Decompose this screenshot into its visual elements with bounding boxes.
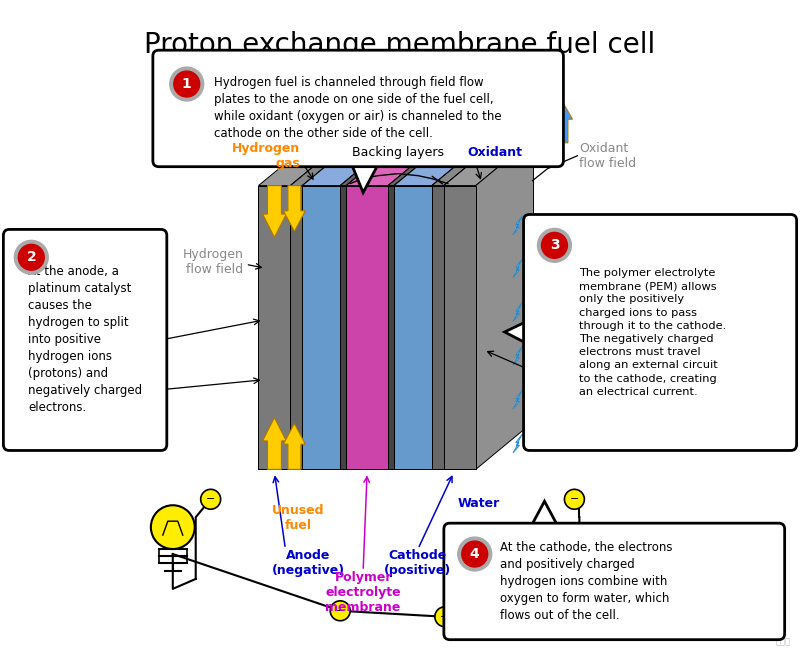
Polygon shape — [262, 418, 286, 470]
Text: −: − — [335, 606, 345, 616]
Polygon shape — [394, 138, 452, 470]
Polygon shape — [549, 371, 574, 403]
Text: Hydrogen
flow field: Hydrogen flow field — [182, 248, 243, 276]
Text: Backing layers: Backing layers — [352, 145, 444, 159]
Polygon shape — [513, 434, 522, 453]
Polygon shape — [258, 185, 290, 470]
Text: Oxidant: Oxidant — [468, 146, 522, 159]
Circle shape — [565, 489, 584, 509]
Circle shape — [170, 67, 204, 101]
Polygon shape — [432, 138, 502, 185]
FancyBboxPatch shape — [523, 214, 797, 451]
Text: 3: 3 — [550, 238, 559, 252]
Polygon shape — [530, 501, 559, 529]
Polygon shape — [346, 138, 404, 470]
FancyBboxPatch shape — [3, 229, 167, 451]
Polygon shape — [513, 390, 522, 409]
Polygon shape — [262, 185, 286, 237]
Polygon shape — [290, 185, 302, 470]
Circle shape — [18, 244, 44, 271]
Text: 1: 1 — [182, 77, 192, 91]
Polygon shape — [350, 160, 380, 193]
Polygon shape — [302, 185, 340, 470]
Circle shape — [201, 489, 221, 509]
Text: 2: 2 — [26, 250, 36, 265]
Polygon shape — [340, 185, 346, 470]
Polygon shape — [444, 185, 476, 470]
Polygon shape — [340, 185, 346, 470]
Polygon shape — [513, 259, 522, 278]
Polygon shape — [258, 185, 290, 470]
Text: Water: Water — [458, 497, 500, 510]
Text: Unused
fuel: Unused fuel — [272, 504, 325, 533]
FancyBboxPatch shape — [153, 50, 563, 166]
Polygon shape — [505, 320, 530, 345]
Text: −: − — [570, 495, 579, 504]
Polygon shape — [388, 185, 394, 470]
Text: At the anode, a
platinum catalyst
causes the
hydrogen to split
into positive
hyd: At the anode, a platinum catalyst causes… — [28, 265, 142, 415]
Polygon shape — [340, 138, 404, 185]
Polygon shape — [550, 100, 573, 143]
Text: −: − — [440, 612, 450, 622]
FancyBboxPatch shape — [444, 523, 785, 640]
Polygon shape — [513, 346, 522, 365]
Text: 图图网: 图图网 — [776, 637, 790, 646]
Circle shape — [538, 229, 571, 262]
Circle shape — [458, 537, 492, 571]
Polygon shape — [302, 138, 360, 470]
Polygon shape — [346, 185, 388, 470]
Polygon shape — [537, 374, 560, 422]
Polygon shape — [340, 138, 398, 470]
Polygon shape — [302, 138, 398, 185]
Polygon shape — [283, 424, 306, 470]
Circle shape — [435, 607, 455, 627]
Polygon shape — [290, 138, 360, 185]
Polygon shape — [394, 185, 432, 470]
Polygon shape — [532, 90, 555, 138]
Polygon shape — [444, 138, 534, 185]
Text: −: − — [206, 495, 215, 504]
Polygon shape — [388, 185, 394, 470]
Polygon shape — [290, 138, 348, 470]
Polygon shape — [290, 185, 302, 470]
Polygon shape — [283, 185, 306, 231]
Text: Polymer
electrolyte
membrane: Polymer electrolyte membrane — [326, 571, 401, 614]
Polygon shape — [258, 138, 348, 185]
Polygon shape — [346, 138, 446, 185]
Polygon shape — [394, 138, 490, 185]
Circle shape — [174, 71, 200, 97]
Polygon shape — [394, 185, 432, 470]
Circle shape — [14, 240, 48, 274]
Text: At the cathode, the electrons
and positively charged
hydrogen ions combine with
: At the cathode, the electrons and positi… — [500, 541, 672, 622]
Polygon shape — [432, 185, 444, 470]
Polygon shape — [346, 185, 388, 470]
Text: Anode
(negative): Anode (negative) — [272, 549, 345, 577]
Polygon shape — [388, 138, 452, 185]
Circle shape — [151, 505, 194, 549]
Polygon shape — [444, 185, 476, 470]
Polygon shape — [476, 138, 534, 470]
Circle shape — [462, 541, 488, 567]
Text: Proton exchange membrane fuel cell: Proton exchange membrane fuel cell — [144, 31, 656, 59]
Text: The polymer electrolyte
membrane (PEM) allows
only the positively
charged ions t: The polymer electrolyte membrane (PEM) a… — [579, 268, 726, 397]
Polygon shape — [388, 138, 446, 470]
Polygon shape — [444, 138, 502, 470]
Polygon shape — [432, 185, 444, 470]
Polygon shape — [513, 303, 522, 322]
Text: Hydrogen
gas: Hydrogen gas — [232, 141, 300, 170]
Circle shape — [542, 233, 567, 258]
Circle shape — [330, 601, 350, 621]
Polygon shape — [513, 216, 522, 235]
Text: Cathode
(positive): Cathode (positive) — [384, 549, 451, 577]
Text: Hydrogen fuel is channeled through field flow
plates to the anode on one side of: Hydrogen fuel is channeled through field… — [214, 77, 502, 140]
Polygon shape — [302, 185, 340, 470]
Polygon shape — [432, 138, 490, 470]
Text: Oxidant
flow field: Oxidant flow field — [579, 141, 637, 170]
Text: 4: 4 — [470, 547, 480, 561]
